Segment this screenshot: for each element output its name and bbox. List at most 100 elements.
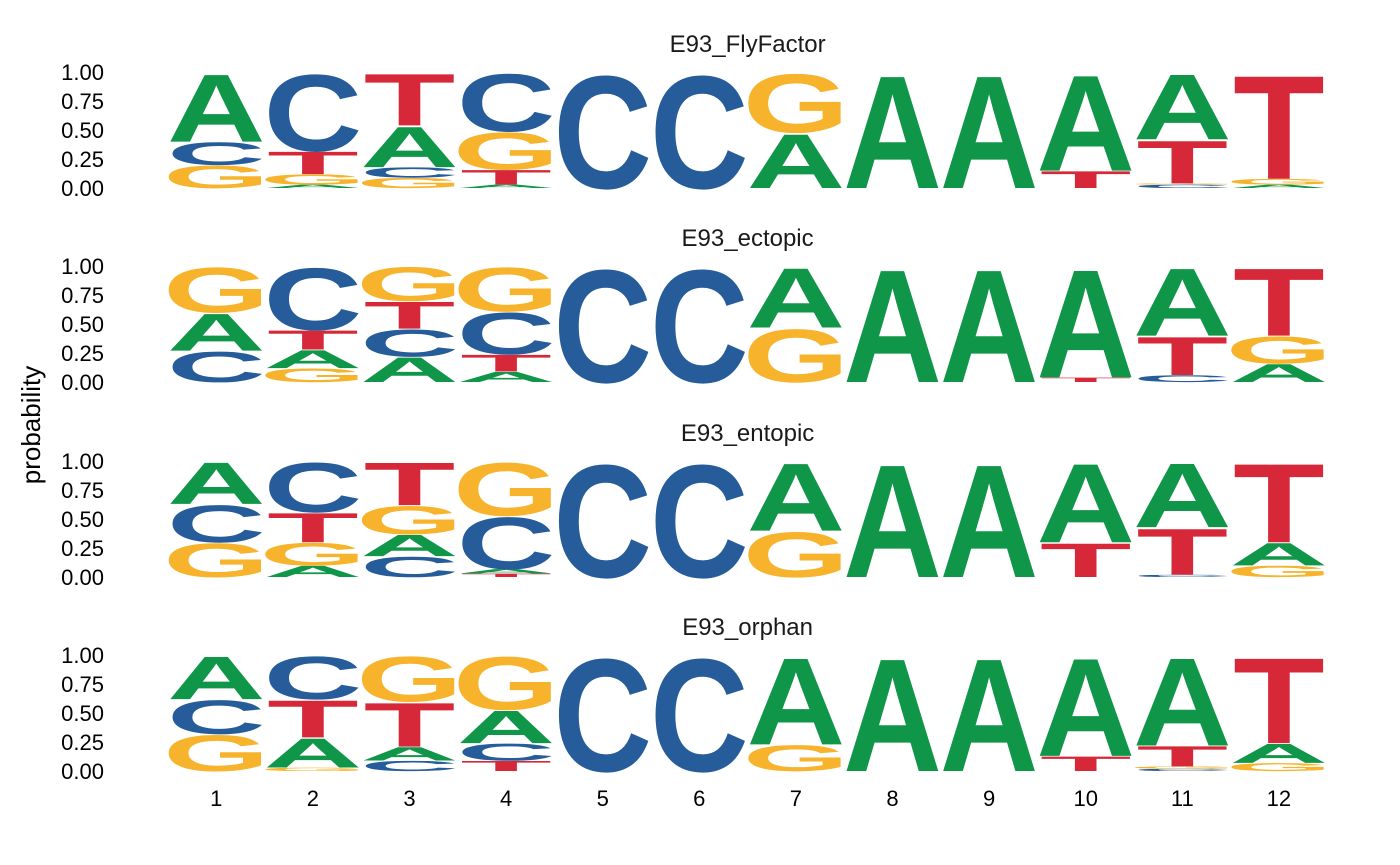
logo-letter-G: G [260,537,366,573]
logo-letter-C: C [1133,184,1232,189]
logo-letter-G: G [1226,177,1332,186]
logo-letter-T: T [460,350,552,377]
logo-letter-A: A [264,345,363,374]
logo-letter-T: T [267,325,359,356]
logo-letter-G: G [163,724,269,782]
logo-panel: E93_entopic0.000.250.500.751.00GCAAGTCCA… [61,420,1332,612]
logo-letter-C: C [650,236,749,416]
y-axis-label: probability [16,366,46,485]
logo-letter-C: C [167,343,266,392]
logo-letter-A: A [747,251,846,346]
x-tick-label: 1 [210,786,222,811]
logo-letter-T: T [460,573,552,578]
logo-letter-A: A [1230,537,1329,573]
x-tick-label: 9 [983,786,995,811]
y-tick-label: 0.50 [61,118,104,143]
logo-letter-G: G [453,642,559,726]
logo-letter-A: A [1133,632,1232,773]
logo-letter-A: A [1036,238,1135,411]
logo-letter-A: A [940,236,1039,416]
y-tick-label: 0.00 [61,565,104,590]
y-tick-label: 0.50 [61,312,104,337]
logo-letter-A: A [940,625,1039,805]
logo-letter-A: A [1230,359,1329,388]
logo-letter-A: A [1133,444,1232,546]
logo-letter-C: C [360,164,459,180]
logo-letter-A: A [167,451,266,517]
logo-letter-A: A [1230,184,1329,189]
y-tick-label: 0.00 [61,370,104,395]
y-tick-label: 1.00 [61,643,104,668]
logo-panel: E93_ectopic0.000.250.500.751.00CAGGATCAC… [61,225,1332,417]
logo-letter-G: G [163,159,269,195]
logo-letter-A: A [457,369,556,385]
logo-letter-A: A [1036,630,1135,786]
logo-letter-C: C [553,431,652,611]
logo-letter-T: T [460,166,552,189]
logo-letter-T: T [267,145,359,181]
logo-letter-C: C [1133,768,1232,772]
y-tick-label: 0.75 [61,283,104,308]
logo-letter-A: A [457,701,556,754]
logo-letter-T: T [1040,752,1132,775]
logo-letter-G: G [356,643,462,715]
logo-letter-G: G [453,255,559,325]
logo-letter-T: T [364,690,456,760]
x-tick-label: 4 [500,786,512,811]
panel-title: E93_FlyFactor [670,31,826,58]
logo-letter-T: T [1233,441,1325,567]
logo-letter-A: A [1133,55,1232,160]
logo-letter-A: A [167,644,266,712]
y-tick-label: 0.25 [61,730,104,755]
panel-title: E93_orphan [682,614,813,641]
logo-letter-T: T [364,294,456,337]
logo-letter-T: T [364,59,456,142]
logo-letter-C: C [457,739,556,766]
logo-letter-G: G [260,767,366,772]
x-tick-label: 11 [1171,786,1194,811]
logo-letter-G: G [356,175,462,191]
x-tick-label: 5 [597,786,609,811]
logo-letter-A: A [457,184,556,189]
logo-letter-C: C [1133,574,1232,578]
logo-letter-G: G [1129,766,1235,770]
x-tick-label: 6 [693,786,705,811]
logo-letter-A: A [1230,738,1329,769]
logo-letter-C: C [650,625,749,805]
x-tick-label: 7 [790,786,802,811]
logo-letter-A: A [843,42,942,222]
logo-letter-A: A [940,431,1039,611]
logo-letter-C: C [553,625,652,805]
logo-letter-A: A [747,118,846,205]
logo-letter-G: G [743,738,849,779]
logo-letter-G: G [453,121,559,180]
logo-letter-G: G [260,171,366,187]
logo-panels: E93_FlyFactor0.000.250.500.751.00GCAAGTC… [61,31,1332,806]
y-tick-label: 1.00 [61,60,104,85]
logo-letter-G: G [743,314,849,398]
logo-letter-G: G [743,519,849,591]
logo-letter-T: T [1136,128,1228,196]
x-tick-label: 10 [1073,786,1097,811]
y-tick-label: 0.25 [61,341,104,366]
y-tick-label: 0.25 [61,147,104,172]
logo-letter-C: C [1133,373,1232,384]
logo-letter-T: T [1136,326,1228,387]
y-tick-label: 0.00 [61,176,104,201]
logo-letter-A: A [1036,48,1135,201]
logo-letter-T: T [460,758,552,774]
logo-panel: E93_FlyFactor0.000.250.500.751.00GCAAGTC… [61,31,1332,223]
logo-letter-A: A [747,444,846,552]
logo-letter-C: C [553,42,652,222]
logo-letter-A: A [843,431,942,611]
y-tick-label: 1.00 [61,254,104,279]
logo-letter-A: A [167,55,266,163]
logo-letter-C: C [167,494,266,553]
logo-letter-A: A [843,236,942,416]
logo-letter-T: T [1136,740,1228,772]
logo-letter-A: A [264,184,363,189]
y-tick-label: 0.25 [61,536,104,561]
y-tick-label: 0.75 [61,672,104,697]
logo-letter-C: C [264,644,363,712]
logo-letter-C: C [457,57,556,149]
